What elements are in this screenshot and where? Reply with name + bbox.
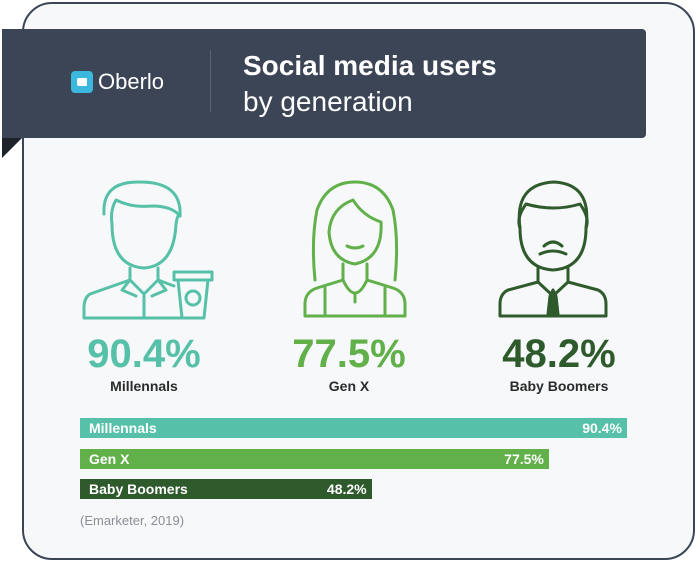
genx-label: Gen X <box>328 378 370 394</box>
title: Social media users <box>243 50 497 81</box>
bar-label: Gen X <box>89 451 130 467</box>
genx-percent: 77.5% <box>292 332 406 376</box>
bar-value: 90.4% <box>582 420 622 436</box>
boomers-label: Baby Boomers <box>509 378 609 394</box>
gen-x-woman-icon <box>303 180 407 318</box>
bar-2: Baby Boomers 48.2% <box>80 479 372 499</box>
millennials-label: Millennals <box>110 378 178 394</box>
subtitle: by generation <box>243 86 413 117</box>
bar-1: Gen X 77.5% <box>80 449 549 469</box>
tag-icon <box>71 71 93 93</box>
millennial-with-coffee-icon <box>82 180 214 320</box>
bar-0: Millennals 90.4% <box>80 418 627 438</box>
boomers-percent: 48.2% <box>502 332 616 376</box>
header-banner <box>2 29 646 138</box>
bar-value: 77.5% <box>504 451 544 467</box>
baby-boomer-man-icon <box>498 180 608 318</box>
source-note: (Emarketer, 2019) <box>80 513 185 528</box>
bar-label: Millennals <box>89 420 157 436</box>
oberlo-logo: Oberlo <box>71 69 164 95</box>
bar-label: Baby Boomers <box>89 481 188 497</box>
bar-value: 48.2% <box>326 481 367 497</box>
millennials-percent: 90.4% <box>87 332 201 376</box>
ribbon-fold <box>2 138 22 158</box>
header-divider <box>210 50 211 112</box>
logo-text: Oberlo <box>98 69 165 94</box>
